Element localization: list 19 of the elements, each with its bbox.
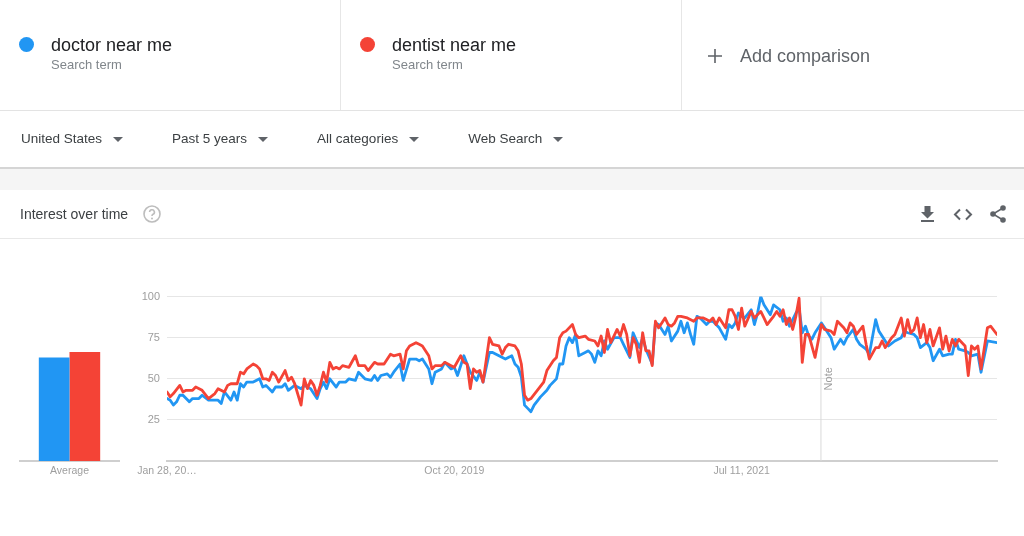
y-tick-label: 25 — [147, 412, 160, 425]
x-tick-label: Average — [50, 464, 90, 477]
text: Past 5 years — [172, 130, 248, 148]
text: United States — [21, 130, 103, 148]
text: All categories — [317, 130, 399, 148]
chart-title: Interest over time — [20, 205, 129, 223]
text: Web Search — [468, 130, 543, 148]
text: Search term — [392, 57, 463, 73]
legend-label: doctor near me — [51, 34, 173, 57]
x-tick-label: Jul 11, 2021 — [713, 464, 770, 477]
y-tick-label: 100 — [141, 289, 160, 302]
x-tick-label: Oct 20, 2019 — [424, 464, 485, 477]
x-tick-label: Jan 28, 20… — [137, 464, 197, 477]
legend-label: dentist near me — [392, 34, 517, 57]
text: Search term — [51, 57, 122, 73]
ref-line-label: Note — [822, 367, 835, 391]
y-tick-label: 50 — [147, 371, 160, 384]
y-tick-label: 75 — [147, 330, 160, 343]
text: Add comparison — [740, 45, 871, 68]
